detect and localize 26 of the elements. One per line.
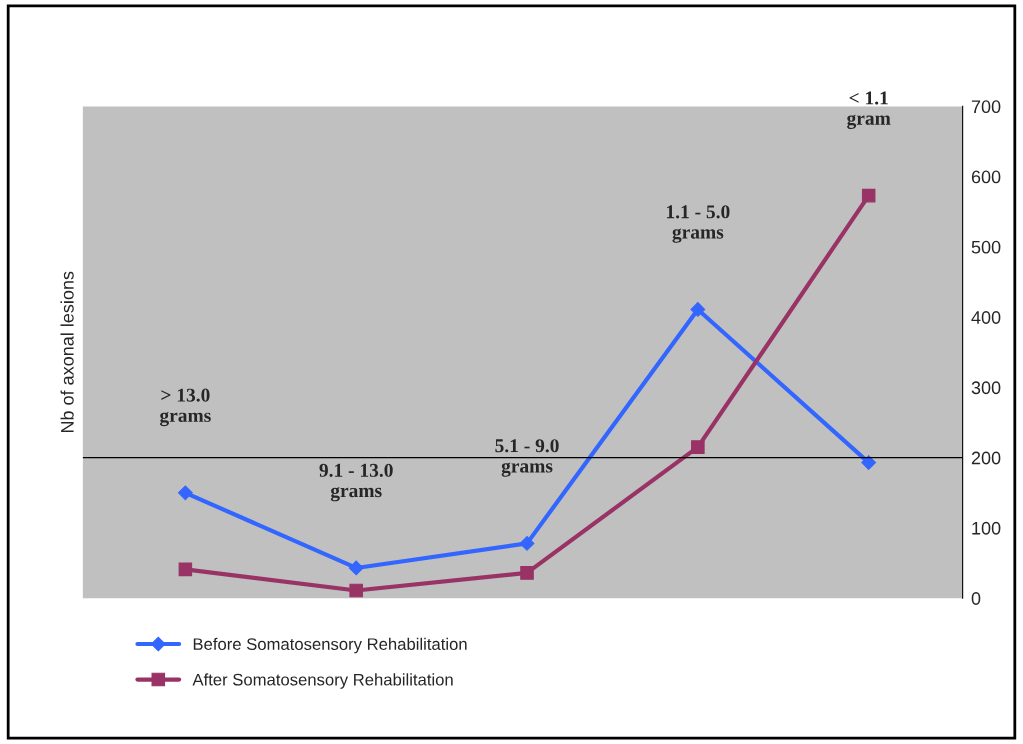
y-axis-title: Nb of axonal lesions [60,271,74,433]
point [691,440,705,454]
point [349,583,363,598]
x-tick-label: 1.1 - 5.0 grams [667,205,730,243]
point [348,560,364,576]
x-tick-label: 5.1 - 9.0 grams [495,439,559,477]
x-tick-label: > 13.0 grams [159,388,211,427]
legend-label: After Somatosensory Rehabilitation [192,673,453,689]
legend-label: Before Somatosensory Rehabilitation [193,637,467,654]
y-tick-label: 200 [971,451,1001,465]
point [861,188,876,203]
point [519,535,535,551]
point [861,455,877,470]
point [690,302,706,317]
y-tick-label: 300 [971,381,1001,395]
y-tick-label: 400 [971,311,1001,324]
y-tick-label: 600 [971,170,1001,184]
y-tick-label: 100 [972,521,1001,535]
x-tick-label: < 1.1 gram [847,91,891,129]
y-tick-label: 700 [971,100,1001,114]
point [520,566,534,580]
point [177,485,193,501]
y-tick-label: 500 [971,240,1001,254]
point [178,562,193,577]
x-tick-label: 9.1 - 13.0 grams [319,463,393,502]
y-tick-label: 0 [971,592,981,605]
